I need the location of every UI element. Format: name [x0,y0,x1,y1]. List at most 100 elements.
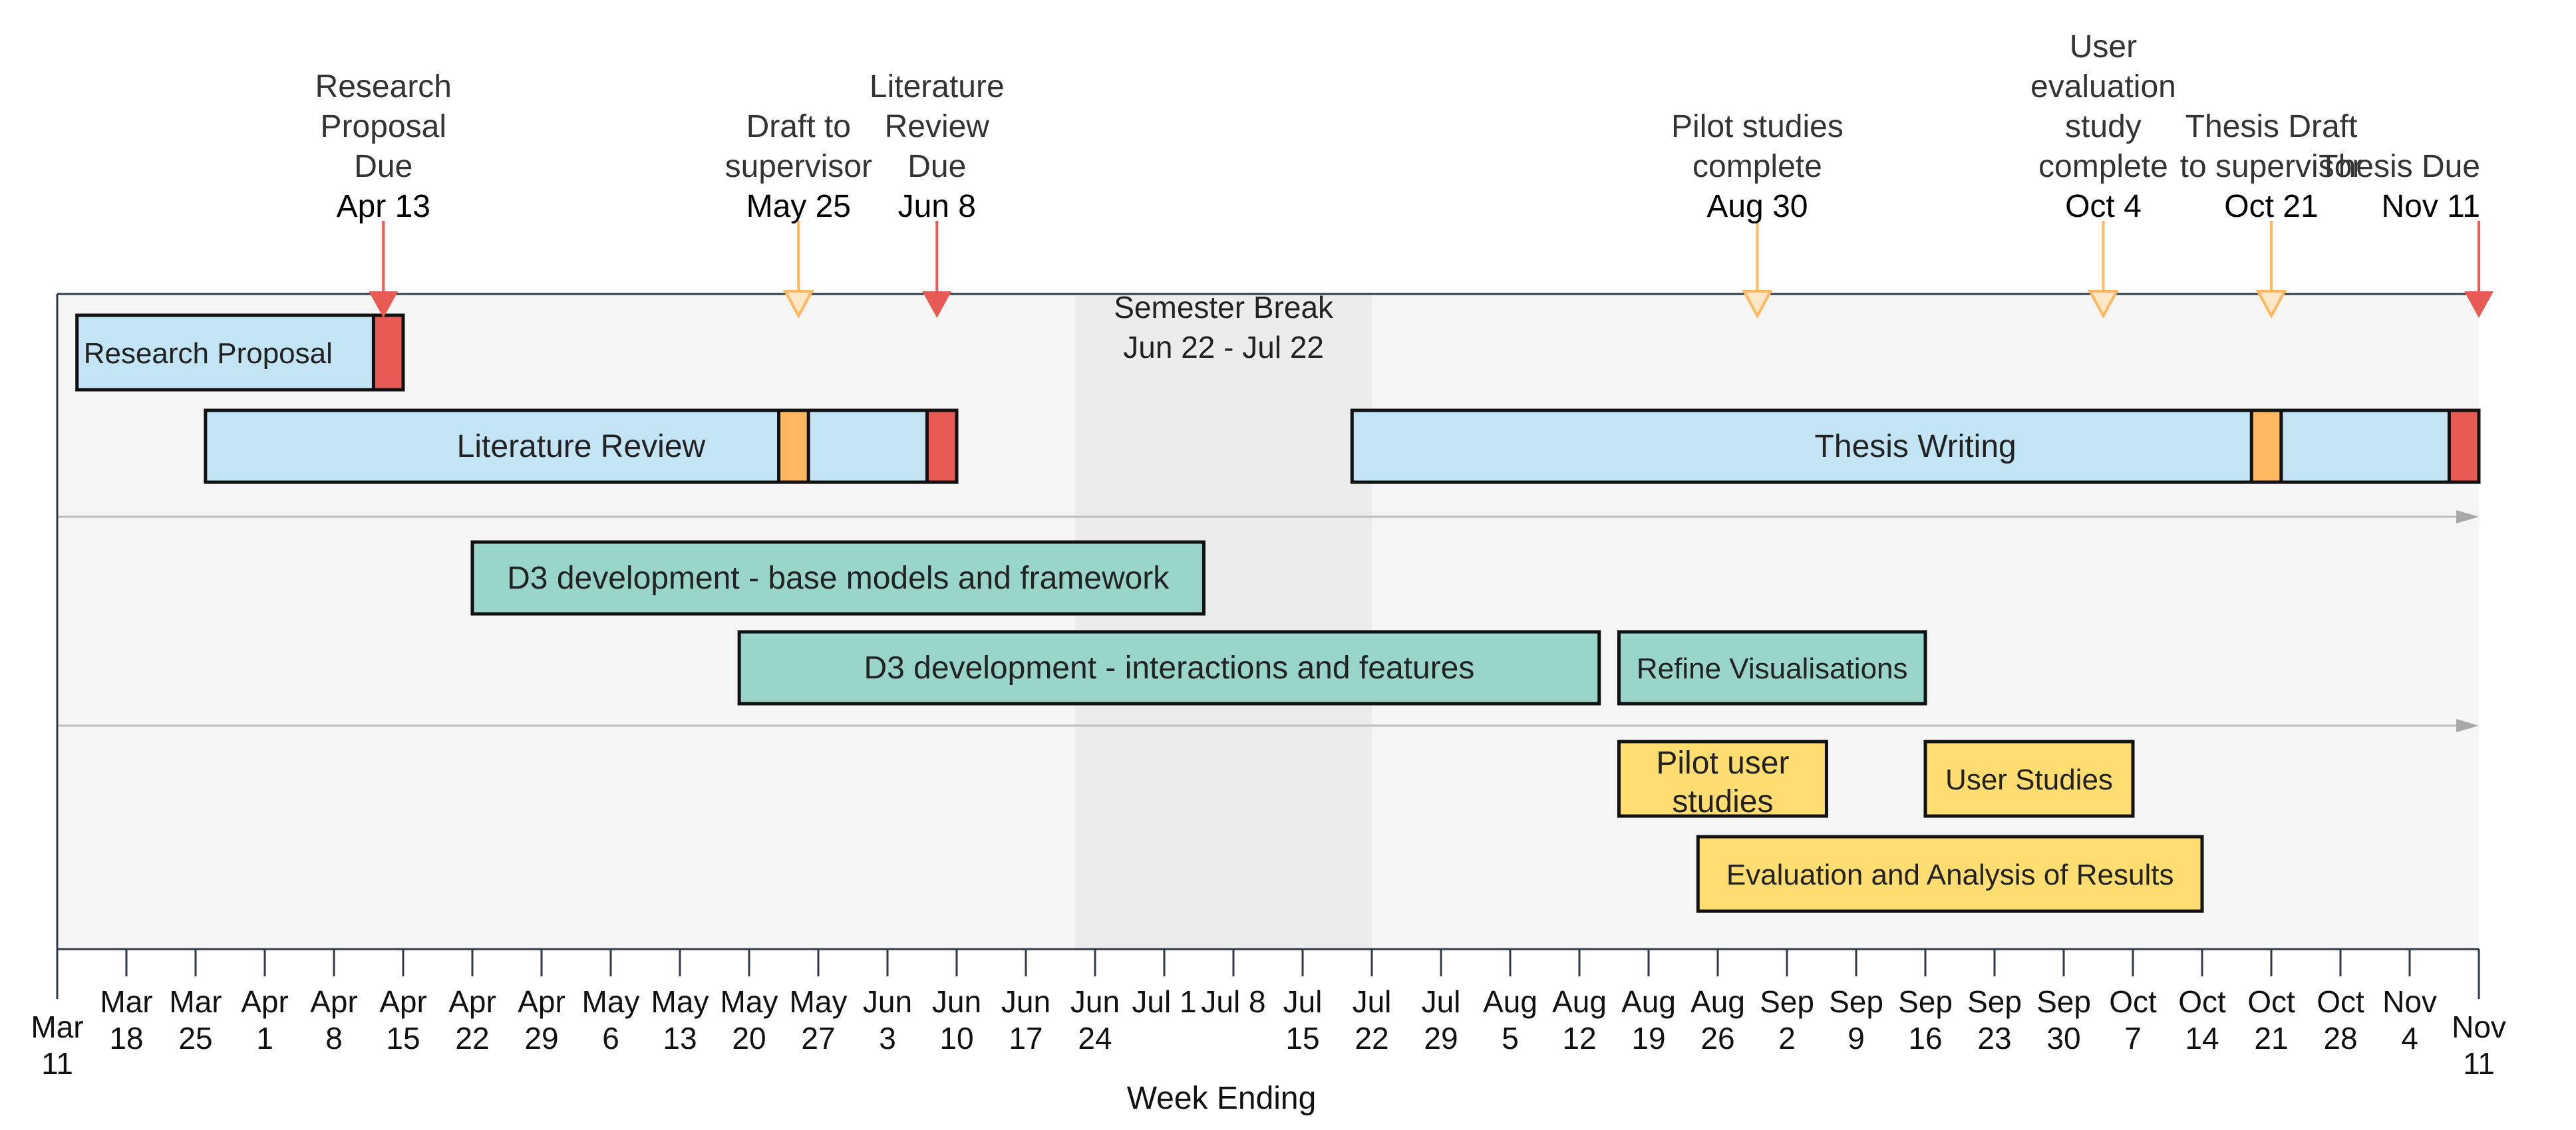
tick-label: 17 [1009,1021,1043,1056]
deadline-marker [371,313,405,392]
tick-label: 6 [602,1021,619,1056]
tick-label: Sep [1760,984,1814,1019]
tick-label: 3 [879,1021,896,1056]
task-bar: D3 development - interactions and featur… [737,630,1601,706]
semester-break-band [1075,294,1372,949]
task-label: Pilot user [1656,746,1789,781]
task-bar-fill [1617,630,1927,706]
tick-label: Apr [379,984,427,1019]
semester-break-label: Semester Break [1114,290,1334,325]
task-label: Research Proposal [84,337,333,370]
tick-label: 8 [325,1021,343,1056]
milestone-label: complete [2038,149,2168,184]
tick-label: 16 [1908,1021,1942,1056]
milestone-arrow [2464,291,2494,318]
tick-label: 5 [1502,1021,1519,1056]
milestone-label: Thesis Draft [2185,109,2358,144]
tick-label: 7 [2124,1021,2142,1056]
milestone-date: Jun 8 [898,189,976,224]
tick-label: 20 [732,1021,766,1056]
tick-label: 12 [1562,1021,1596,1056]
tick-label: 29 [524,1021,558,1056]
task-label: Refine Visualisations [1637,652,1908,685]
tick-label: 22 [455,1021,489,1056]
tick-label: May [651,984,709,1019]
task-bar-fill [1923,740,2135,818]
tick-label: May [582,984,640,1019]
deadline-marker [2447,408,2481,484]
task-bar: Thesis Writing [1350,408,2481,484]
milestone-label: Thesis Due [2319,149,2480,184]
milestone-arrow [922,291,952,318]
milestone-label: evaluation [2030,69,2176,104]
task-bar-fill [1696,835,2204,913]
tick-label: 23 [1977,1021,2011,1056]
tick-label: 4 [2401,1021,2418,1056]
task-label: Thesis Writing [1815,429,2016,464]
task-bar-fill [204,408,959,484]
tick-label: 11 [2463,1046,2495,1081]
tick-label: Apr [518,984,565,1019]
tick-label: Jun [1070,984,1120,1019]
tick-label: 11 [41,1046,73,1081]
tick-label: Jul [1283,984,1323,1019]
tick-label: 2 [1778,1021,1796,1056]
milestone-date: Aug 30 [1706,189,1808,224]
milestone: Jun 8 Literature Review Due [870,69,1005,318]
tick-label: Jul [1353,984,1392,1019]
tick-label: 1 [256,1021,273,1056]
tick-label: Oct [2247,984,2295,1019]
tick-label: Jun [1001,984,1050,1019]
tick-label: Jun [932,984,981,1019]
tick-label: May [790,984,848,1019]
task-bar-fill [470,540,1206,616]
milestone-date: Apr 13 [337,189,430,224]
tick-label: Nov [2382,984,2437,1019]
task-bar-fill [737,630,1601,706]
x-axis-title: Week Ending [1127,1081,1317,1116]
tick-label: 9 [1848,1021,1865,1056]
milestone-arrow [2255,290,2287,319]
milestone-date: Oct 21 [2224,189,2318,224]
tick-label: Aug [1552,984,1607,1019]
milestone-label: Research [315,69,452,104]
task-bar: User Studies [1923,740,2135,818]
separator-arrowhead [2456,719,2479,732]
tick-label: Apr [241,984,289,1019]
milestone-arrow [1742,290,1773,319]
milestone-label: Literature [870,69,1005,104]
deadline-marker [925,408,959,484]
task-bar: Evaluation and Analysis of Results [1696,835,2204,913]
milestone-date: Oct 4 [2065,189,2142,224]
tick-label: Apr [448,984,496,1019]
semester-break-label: Jun 22 - Jul 22 [1123,330,1324,364]
task-bar: Refine Visualisations [1617,630,1927,706]
task-bar-fill [1617,740,1828,818]
task-label: Evaluation and Analysis of Results [1726,859,2174,891]
tick-label: Aug [1690,984,1745,1019]
tick-label: Jul 1 [1132,984,1196,1019]
milestone: Apr 13 Research Proposal Due [315,69,452,318]
tick-label: Oct [2109,984,2157,1019]
tick-label: Mar [100,984,152,1019]
tick-label: Oct [2178,984,2226,1019]
tick-label: 15 [386,1021,420,1056]
tick-label: 22 [1355,1021,1388,1056]
tick-label: May [721,984,778,1019]
milestone-arrow [782,290,814,319]
milestone-label: Due [354,149,412,184]
tick-label: Oct [2317,984,2364,1019]
task-label: D3 development - interactions and featur… [864,650,1474,686]
milestone-label: User [2070,29,2137,65]
review-marker [2249,408,2283,484]
tick-label: 24 [1078,1021,1112,1056]
milestone-label: Proposal [321,109,446,144]
milestone: Oct 4 User evaluation study complete [2030,29,2176,319]
tick-label: 27 [801,1021,835,1056]
tick-label: 18 [109,1021,143,1056]
task-label: User Studies [1945,764,2113,796]
tick-label: 30 [2046,1021,2080,1056]
review-marker [777,408,810,484]
